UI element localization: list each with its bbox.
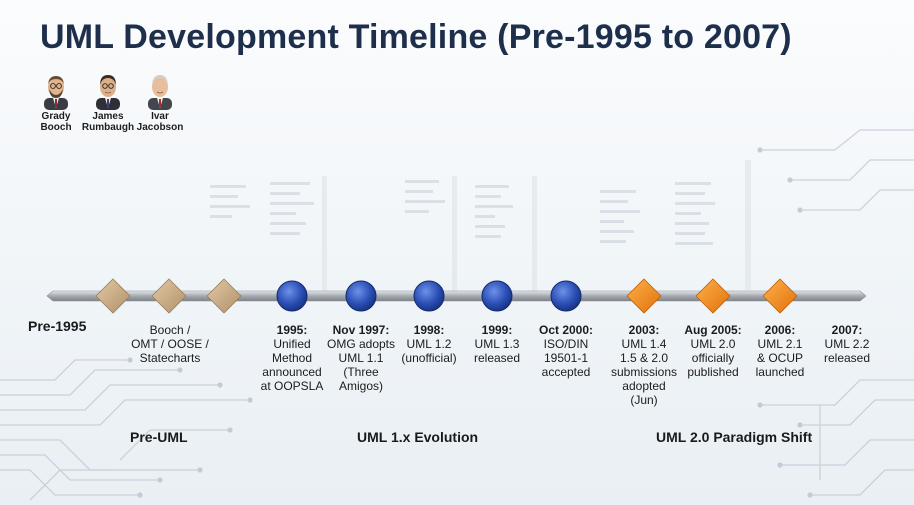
event-text: UML 2.2 released xyxy=(823,337,871,365)
phase-label-uml2: UML 2.0 Paradigm Shift xyxy=(656,429,813,445)
portrait-icon xyxy=(44,76,68,110)
event-text: Unified Method announced at OOPSLA xyxy=(260,337,324,393)
person-jacobson: Ivar Jacobson xyxy=(132,72,188,133)
event-label: 2006: UML 2.1 & OCUP launched xyxy=(750,323,810,379)
milestone-marker-orange xyxy=(626,278,662,314)
person-name: James Rumbaugh xyxy=(81,111,135,133)
event-date: 1998: xyxy=(413,323,445,337)
event-text: UML 2.1 & OCUP launched xyxy=(755,337,805,379)
phase-label-pre-uml: Pre-UML xyxy=(130,429,188,445)
timeline-axis xyxy=(46,290,867,302)
portrait-icon xyxy=(148,75,172,110)
event-label: 1998: UML 1.2 (unofficial) xyxy=(397,323,461,365)
event-label: 1999: UML 1.3 released xyxy=(466,323,528,365)
event-date: 2006: xyxy=(764,323,796,337)
event-text: UML 2.0 officially published xyxy=(687,337,739,379)
event-label: 2007: UML 2.2 released xyxy=(817,323,877,365)
event-date: 2007: xyxy=(831,323,863,337)
milestone-marker-blue xyxy=(550,280,582,312)
event-date: 1999: xyxy=(481,323,513,337)
person-rumbaugh: James Rumbaugh xyxy=(80,72,136,133)
person-name: Grady Booch xyxy=(40,111,72,133)
milestone-marker-tan xyxy=(95,278,131,314)
event-label: Oct 2000: ISO/DIN 19501-1 accepted xyxy=(532,323,600,379)
milestone-marker-blue xyxy=(276,280,308,312)
event-text: OMG adopts UML 1.1 (Three Amigos) xyxy=(326,337,396,393)
milestone-marker-tan xyxy=(206,278,242,314)
milestone-marker-orange xyxy=(762,278,798,314)
event-date: 1995: xyxy=(276,323,308,337)
person-name: Ivar Jacobson xyxy=(136,111,184,133)
event-label: Booch / OMT / OOSE / Statecharts xyxy=(120,323,220,365)
milestone-marker-tan xyxy=(151,278,187,314)
event-text: UML 1.2 (unofficial) xyxy=(401,337,457,365)
person-booch: Grady Booch xyxy=(28,72,84,133)
milestone-marker-blue xyxy=(481,280,513,312)
event-text: UML 1.4 1.5 & 2.0 submissions adopted (J… xyxy=(610,337,678,407)
portrait-icon xyxy=(96,75,120,110)
event-date: Aug 2005: xyxy=(684,323,742,337)
event-label: Aug 2005: UML 2.0 officially published xyxy=(679,323,747,379)
event-date: Oct 2000: xyxy=(538,323,594,337)
milestone-marker-orange xyxy=(695,278,731,314)
phase-label-uml1x: UML 1.x Evolution xyxy=(357,429,479,445)
page-title: UML Development Timeline (Pre-1995 to 20… xyxy=(40,18,792,56)
start-label: Pre-1995 xyxy=(28,318,87,334)
event-label: 1995: Unified Method announced at OOPSLA xyxy=(256,323,328,393)
event-label: 2003: UML 1.4 1.5 & 2.0 submissions adop… xyxy=(607,323,681,407)
milestone-marker-blue xyxy=(413,280,445,312)
event-label: Nov 1997: OMG adopts UML 1.1 (Three Amig… xyxy=(321,323,401,393)
milestone-marker-blue xyxy=(345,280,377,312)
event-text: UML 1.3 released xyxy=(473,337,521,365)
event-date: 2003: xyxy=(628,323,660,337)
event-date: Nov 1997: xyxy=(332,323,390,337)
event-text: Booch / OMT / OOSE / Statecharts xyxy=(131,323,209,365)
event-text: ISO/DIN 19501-1 accepted xyxy=(541,337,591,379)
